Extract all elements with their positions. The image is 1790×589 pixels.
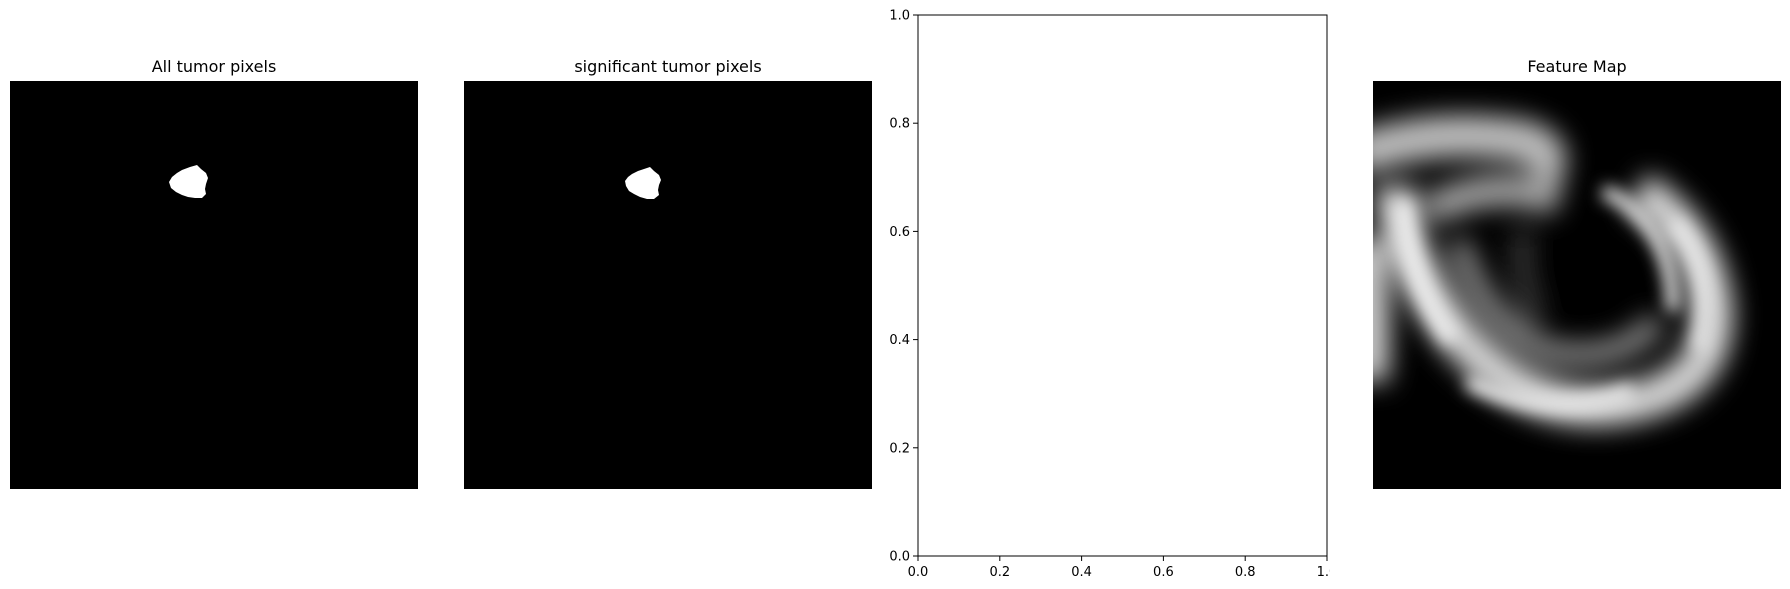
mask-image-all-tumor (10, 81, 418, 489)
x-tick-label: 0.2 (989, 565, 1010, 580)
feature-map-svg (1373, 81, 1781, 489)
mask-svg-all-tumor (169, 165, 208, 198)
feature-map-highlights (1395, 184, 1712, 412)
empty-axes-panel: 0.0 0.2 0.4 0.6 0.8 1.0 0.0 0.2 0.4 0.6 0.8 1.0 (889, 9, 1330, 581)
x-tick-label: 0.4 (1071, 565, 1092, 580)
mask-svg-significant-tumor (625, 167, 661, 199)
axes-frame (917, 14, 1328, 557)
y-tick-label: 1.0 (889, 9, 910, 24)
y-tick-label: 0.0 (889, 550, 910, 565)
panel-title-significant-tumor-pixels: significant tumor pixels (574, 57, 762, 76)
y-tick-label: 0.2 (889, 441, 910, 456)
tumor-blob (625, 167, 661, 199)
y-tick-label: 0.6 (889, 225, 910, 240)
panel-title-feature-map: Feature Map (1527, 57, 1627, 76)
mask-image-significant-tumor (464, 81, 872, 489)
x-tick-label: 0.6 (1153, 565, 1174, 580)
panel-title-all-tumor-pixels: All tumor pixels (151, 57, 277, 76)
ticks-layer: 0.0 0.2 0.4 0.6 0.8 1.0 0.0 0.2 0.4 0.6 0.8 1.0 (889, 9, 1330, 581)
x-tick-label: 1.0 (1317, 565, 1330, 580)
y-tick-label: 0.8 (889, 117, 910, 132)
feature-map-image (1373, 81, 1781, 489)
tumor-blob (169, 165, 208, 198)
y-tick-label: 0.4 (889, 333, 910, 348)
x-tick-label: 0.8 (1235, 565, 1256, 580)
x-tick-label: 0.0 (908, 565, 929, 580)
